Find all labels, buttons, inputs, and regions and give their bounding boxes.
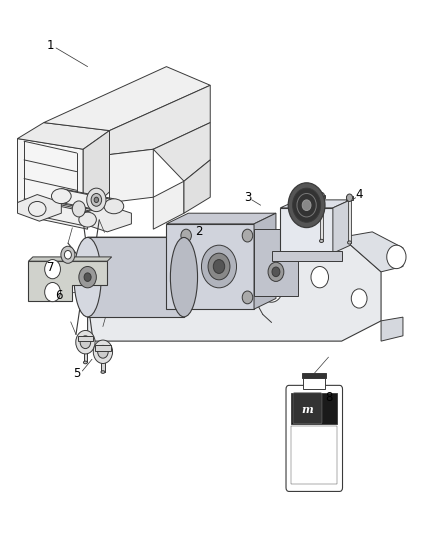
Polygon shape (83, 205, 131, 232)
Polygon shape (28, 257, 112, 261)
Circle shape (98, 345, 108, 358)
Circle shape (318, 192, 325, 200)
Polygon shape (88, 237, 184, 317)
FancyBboxPatch shape (286, 385, 343, 491)
Circle shape (94, 197, 99, 203)
Ellipse shape (83, 361, 87, 364)
Circle shape (351, 289, 367, 308)
Polygon shape (166, 213, 276, 224)
Text: m: m (302, 404, 313, 415)
Polygon shape (37, 200, 88, 229)
Circle shape (79, 266, 96, 288)
Text: 6: 6 (55, 289, 63, 302)
Polygon shape (254, 229, 298, 296)
Text: 8: 8 (325, 391, 332, 403)
Polygon shape (320, 198, 323, 241)
Polygon shape (318, 195, 325, 198)
FancyBboxPatch shape (293, 393, 322, 424)
Polygon shape (346, 196, 353, 200)
Polygon shape (302, 373, 326, 378)
Text: 4: 4 (355, 188, 363, 201)
Polygon shape (88, 237, 381, 341)
Circle shape (45, 260, 60, 279)
Ellipse shape (52, 189, 71, 204)
Circle shape (213, 260, 225, 273)
Circle shape (181, 291, 191, 304)
Polygon shape (78, 336, 93, 341)
Ellipse shape (79, 212, 96, 227)
Text: 2: 2 (195, 225, 203, 238)
Ellipse shape (104, 199, 124, 214)
Text: 7: 7 (46, 261, 54, 274)
Circle shape (302, 200, 311, 211)
Circle shape (87, 188, 106, 212)
Polygon shape (84, 342, 87, 362)
Polygon shape (303, 378, 325, 389)
Circle shape (311, 266, 328, 288)
Text: 5: 5 (73, 367, 80, 379)
Circle shape (181, 229, 191, 242)
Ellipse shape (28, 201, 46, 216)
Ellipse shape (170, 238, 198, 317)
Polygon shape (83, 131, 110, 216)
Polygon shape (342, 232, 403, 272)
Ellipse shape (101, 371, 105, 373)
Polygon shape (272, 251, 342, 261)
Bar (291, 393, 337, 424)
Circle shape (297, 193, 316, 217)
Polygon shape (280, 200, 350, 208)
Circle shape (293, 188, 321, 222)
Polygon shape (381, 317, 403, 341)
Circle shape (80, 336, 91, 349)
Polygon shape (101, 352, 105, 372)
Ellipse shape (74, 238, 101, 317)
Circle shape (268, 262, 284, 281)
Circle shape (242, 229, 253, 242)
Polygon shape (254, 213, 276, 309)
Polygon shape (18, 139, 83, 216)
Circle shape (242, 291, 253, 304)
Circle shape (72, 201, 85, 217)
Polygon shape (110, 149, 153, 203)
Polygon shape (18, 123, 109, 149)
Circle shape (288, 183, 325, 228)
Polygon shape (95, 345, 111, 351)
Polygon shape (184, 160, 210, 213)
Circle shape (208, 253, 230, 280)
Circle shape (64, 251, 71, 259)
Polygon shape (61, 189, 114, 213)
Ellipse shape (320, 239, 323, 243)
Circle shape (91, 193, 102, 206)
Circle shape (201, 245, 237, 288)
Text: 3: 3 (244, 191, 251, 204)
Circle shape (272, 267, 280, 277)
Polygon shape (348, 200, 351, 243)
Polygon shape (153, 123, 210, 181)
Polygon shape (166, 224, 254, 309)
Circle shape (346, 194, 353, 201)
Circle shape (83, 268, 92, 278)
Bar (291, 426, 337, 484)
Polygon shape (44, 67, 210, 131)
Circle shape (93, 340, 113, 364)
Polygon shape (28, 261, 107, 301)
Circle shape (261, 276, 283, 302)
Circle shape (76, 330, 95, 354)
Polygon shape (333, 200, 350, 253)
Polygon shape (153, 181, 184, 229)
Text: 1: 1 (46, 39, 54, 52)
Circle shape (61, 246, 75, 263)
Circle shape (45, 282, 60, 302)
Polygon shape (280, 208, 333, 253)
Polygon shape (110, 85, 210, 155)
Polygon shape (18, 195, 61, 221)
Circle shape (84, 273, 91, 281)
Circle shape (387, 245, 406, 269)
Ellipse shape (348, 241, 351, 244)
